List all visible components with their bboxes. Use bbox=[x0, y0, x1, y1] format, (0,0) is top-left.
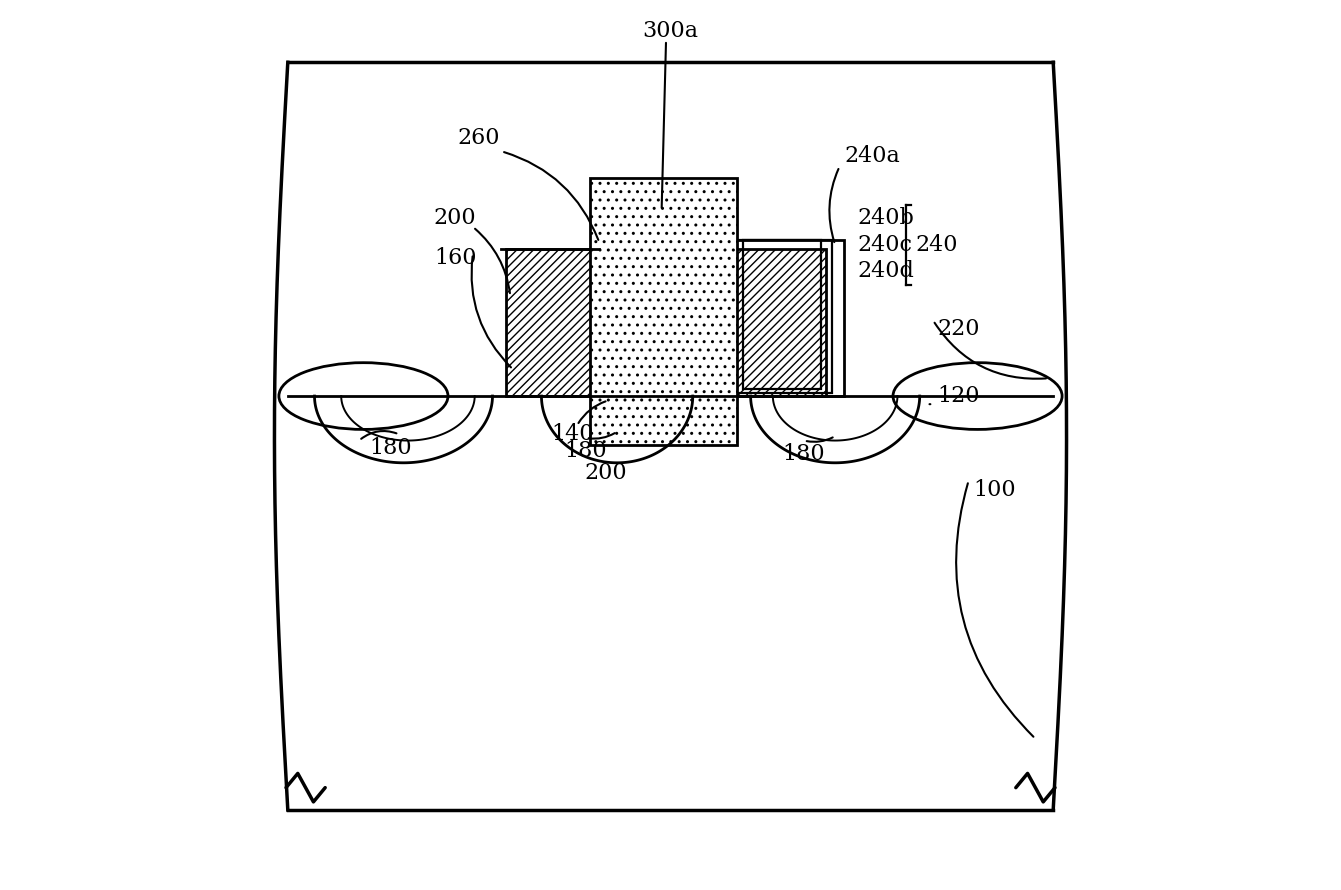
Text: 200: 200 bbox=[433, 207, 476, 229]
Text: 240d: 240d bbox=[857, 261, 915, 282]
Text: 200: 200 bbox=[585, 463, 626, 484]
Text: 240b: 240b bbox=[857, 207, 915, 229]
Text: 240: 240 bbox=[916, 234, 957, 255]
Text: 140: 140 bbox=[551, 424, 594, 445]
Text: 100: 100 bbox=[974, 479, 1015, 500]
Bar bbox=[506, 249, 595, 396]
Text: 180: 180 bbox=[565, 441, 607, 462]
Text: 160: 160 bbox=[434, 247, 476, 269]
Bar bbox=[731, 240, 833, 392]
Bar bbox=[720, 240, 843, 396]
Text: 260: 260 bbox=[457, 127, 500, 149]
Text: 240a: 240a bbox=[843, 145, 900, 166]
Bar bbox=[732, 249, 826, 396]
Text: 240c: 240c bbox=[857, 234, 912, 255]
Text: 300a: 300a bbox=[642, 20, 699, 42]
Text: 120: 120 bbox=[937, 385, 980, 407]
Text: 220: 220 bbox=[937, 319, 980, 340]
Bar bbox=[590, 178, 738, 445]
Text: 180: 180 bbox=[783, 443, 825, 465]
Bar bbox=[743, 240, 821, 389]
Text: 180: 180 bbox=[369, 437, 412, 458]
